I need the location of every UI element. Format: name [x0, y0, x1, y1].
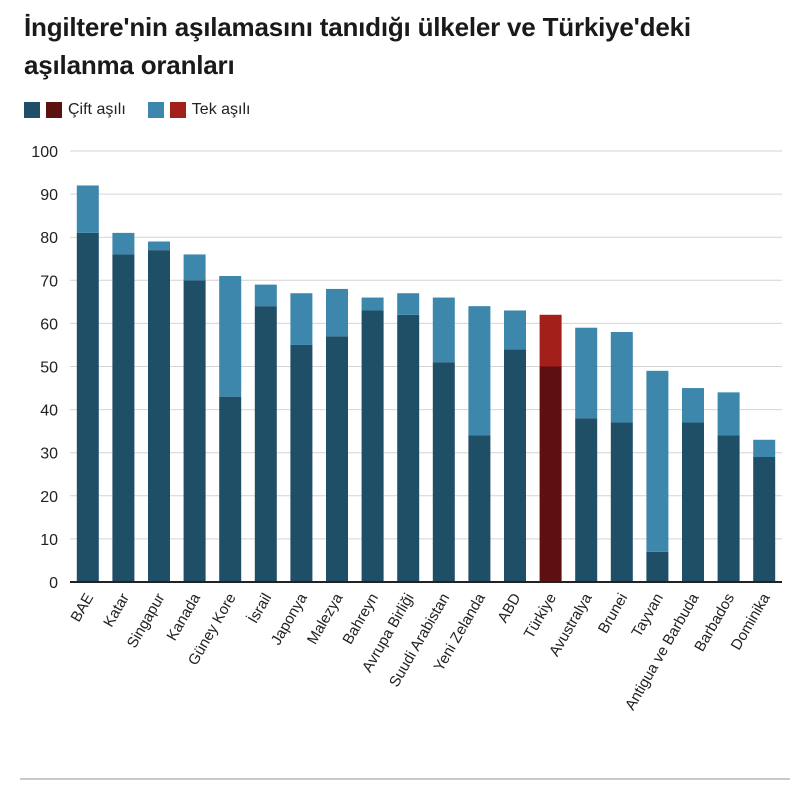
- bottom-divider: [20, 778, 790, 780]
- y-tick-label: 90: [40, 187, 58, 204]
- x-tick-label: BAE: [68, 591, 98, 625]
- y-tick-label: 40: [40, 403, 58, 420]
- x-tick-label: Tayvan: [628, 591, 666, 641]
- y-tick-label: 70: [40, 273, 58, 290]
- x-tick-label: Brunei: [595, 591, 631, 637]
- legend-swatch-single-highlight: [169, 102, 186, 118]
- bar-single-dose: [468, 306, 491, 436]
- bar-single-dose: [539, 314, 562, 367]
- bar-double-dose: [183, 280, 206, 582]
- bar-double-dose: [539, 366, 562, 582]
- bar-single-dose: [112, 232, 135, 255]
- bar-single-dose: [148, 241, 170, 251]
- bar-double-dose: [753, 457, 776, 582]
- bar-single-dose: [183, 254, 206, 281]
- x-tick-label: İsrail: [244, 590, 275, 626]
- bar-single-dose: [682, 388, 704, 423]
- bar-double-dose: [504, 349, 526, 582]
- y-tick-label: 60: [40, 316, 58, 333]
- bar-single-dose: [504, 310, 526, 350]
- bar-single-dose: [610, 332, 633, 423]
- bar-single-dose: [432, 297, 455, 363]
- legend-label-double: Çift aşılı: [68, 101, 126, 118]
- y-tick-label: 30: [40, 446, 58, 463]
- bar-double-dose: [290, 344, 313, 582]
- y-tick-label: 0: [49, 575, 58, 592]
- x-tick-label: Türkiye: [521, 591, 560, 642]
- bar-single-dose: [219, 275, 242, 397]
- bar-single-dose: [753, 439, 776, 458]
- bar-double-dose: [361, 310, 384, 582]
- bar-double-dose: [112, 254, 135, 582]
- chart-title: İngiltere'nin aşılamasını tanıdığı ülkel…: [24, 12, 691, 80]
- bar-double-dose: [610, 422, 633, 582]
- x-tick-label: Katar: [100, 591, 133, 631]
- bar-single-dose: [646, 370, 669, 552]
- legend-label-single: Tek aşılı: [191, 101, 251, 118]
- legend-swatch-double: [24, 102, 40, 118]
- x-tick-label: ABD: [494, 590, 524, 625]
- bar-double-dose: [646, 551, 669, 582]
- bar-single-dose: [717, 392, 740, 436]
- bar-double-dose: [682, 422, 704, 582]
- y-tick-label: 20: [40, 489, 58, 506]
- bar-double-dose: [326, 336, 348, 582]
- y-tick-label: 50: [40, 360, 58, 377]
- bar-single-dose: [254, 284, 277, 307]
- bar-double-dose: [717, 435, 740, 582]
- bar-single-dose: [290, 293, 313, 345]
- y-tick-label: 10: [40, 532, 58, 549]
- bar-double-dose: [575, 418, 598, 582]
- bar-single-dose: [326, 288, 348, 337]
- y-tick-label: 80: [40, 230, 58, 247]
- legend-swatch-single: [147, 102, 164, 118]
- bar-double-dose: [148, 250, 170, 582]
- bar-single-dose: [397, 293, 420, 315]
- y-tick-label: 100: [31, 144, 58, 161]
- x-tick-label: Antigua ve Barbuda: [622, 590, 703, 713]
- bar-double-dose: [76, 232, 99, 582]
- bar-double-dose: [432, 362, 455, 582]
- bar-double-dose: [254, 306, 277, 582]
- legend-swatch-double-highlight: [46, 102, 62, 118]
- bar-single-dose: [575, 327, 598, 419]
- bar-double-dose: [468, 435, 491, 582]
- bar-single-dose: [361, 297, 384, 311]
- legend: Çift aşılı Tek aşılı: [24, 100, 272, 120]
- bar-double-dose: [397, 314, 420, 582]
- bar-single-dose: [76, 185, 99, 233]
- bar-double-dose: [219, 396, 242, 582]
